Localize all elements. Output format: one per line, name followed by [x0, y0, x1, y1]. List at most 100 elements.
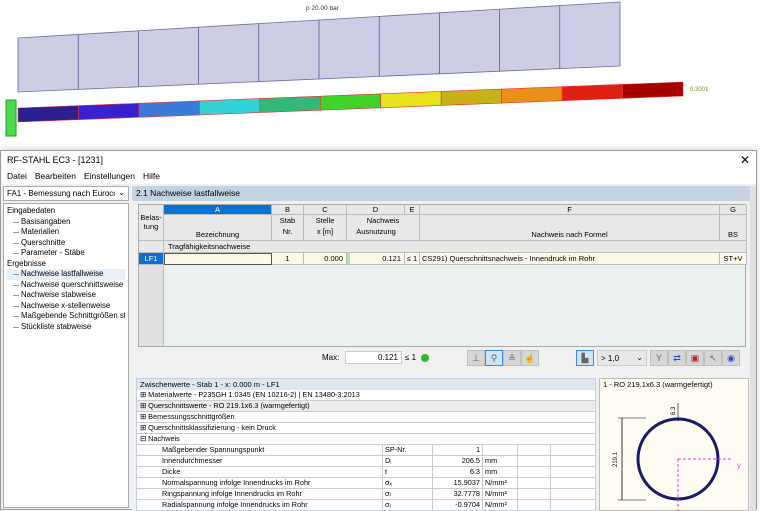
- excel-export-button[interactable]: ▣: [686, 350, 704, 366]
- row-formel[interactable]: CS291) Querschnittsnachweis - Innendruck…: [420, 253, 720, 265]
- color-scale-button[interactable]: ▙: [576, 350, 594, 366]
- nachweis-row: Dicke t 6.3 mm: [137, 467, 595, 478]
- tree-group-ergebnisse[interactable]: Ergebnisse: [7, 258, 47, 268]
- header-bezeichnung: Bezeichnung: [164, 215, 272, 241]
- scrollbar[interactable]: [750, 186, 756, 511]
- row-bs[interactable]: ST+V: [720, 253, 747, 265]
- col-letter-c[interactable]: C: [304, 205, 347, 215]
- row-bezeichnung[interactable]: [164, 253, 272, 265]
- row-unit: N/mm²: [482, 500, 517, 510]
- relations-button[interactable]: ≗: [503, 350, 521, 366]
- row-empty: [517, 489, 550, 499]
- row-e: ≤ 1: [405, 253, 420, 265]
- col-letter-f[interactable]: F: [420, 205, 720, 215]
- refresh-button[interactable]: ⇄: [668, 350, 686, 366]
- result-bar-segment: [622, 81, 684, 99]
- tree-item-nachweise-x-stellenweise[interactable]: Nachweise x-stellenweise: [7, 301, 125, 312]
- result-bar-segment: [561, 84, 623, 102]
- title-bar: RF-STAHL EC3 - [1231]: [1, 151, 756, 169]
- result-bar-segment: [440, 88, 502, 106]
- rf-stahl-window: RF-STAHL EC3 - [1231] ✕ Datei Bearbeiten E…: [0, 150, 757, 511]
- col-letter-a[interactable]: A: [164, 205, 272, 215]
- max-value: 0.121: [345, 351, 402, 364]
- tree-item-schnittgroessen[interactable]: Maßgebende Schnittgrößen sta: [7, 311, 125, 322]
- row-empty: [550, 489, 595, 499]
- row-symbol: Dᵢ: [382, 456, 432, 466]
- section-bemessungsschnittgroessen[interactable]: ⊞ Bemessungsschnittgrößen: [137, 412, 595, 423]
- row-value: 15.9037: [432, 478, 482, 488]
- row-empty: [517, 500, 550, 510]
- row-ausnutzung[interactable]: 0.121: [347, 253, 405, 265]
- max-limit: ≤ 1: [405, 353, 417, 362]
- header-ausnutzung: Ausnutzung: [356, 227, 396, 236]
- row-stelle[interactable]: 0.000: [304, 253, 347, 265]
- row-value: 6.3: [432, 467, 482, 477]
- row-empty: [517, 445, 550, 455]
- row-symbol: t: [382, 467, 432, 477]
- nachweis-row: Ringspannung infolge Innendrucks im Rohr…: [137, 489, 595, 500]
- section-nachweis[interactable]: ⊟ Nachweis: [137, 434, 595, 445]
- result-bar-segment: [199, 98, 261, 116]
- row-label: Ringspannung infolge Innendrucks im Rohr: [162, 489, 302, 498]
- row-symbol: SP-Nr.: [382, 445, 432, 455]
- summary-toolbar: Max: 0.121 ≤ 1 ⊥ ⚲ ≗ ☝ ▙ > 1,0 ⌄ Y ⇄ ▣ ↖ …: [132, 349, 750, 367]
- row-label: Normalspannung infolge Innendrucks im Ro…: [162, 478, 311, 487]
- expand-icon[interactable]: ⊞: [140, 412, 147, 421]
- view-eye-icon[interactable]: ◉: [722, 350, 740, 366]
- case-select-value: FA1 - Bemessung nach Eurocod: [7, 189, 115, 198]
- tree-item-nachweise-stabweise[interactable]: Nachweise stabweise: [7, 290, 125, 301]
- expand-icon[interactable]: ⊞: [140, 401, 147, 410]
- col-letter-d[interactable]: D: [347, 205, 405, 215]
- header-stab-1: Stab: [279, 216, 296, 225]
- navigation-tree: Eingabedaten Basisangaben Materialien Qu…: [3, 203, 129, 508]
- collapse-icon[interactable]: ⊟: [140, 434, 147, 443]
- pointer-button[interactable]: ↖: [704, 350, 722, 366]
- result-diagram-button[interactable]: ⊥: [467, 350, 485, 366]
- page-title: 2.1 Nachweise lastfallweise: [132, 186, 750, 201]
- filter-member-button[interactable]: ⚲: [485, 350, 503, 366]
- expand-icon[interactable]: ⊞: [140, 390, 147, 399]
- window-title: RF-STAHL EC3 - [1231]: [7, 155, 104, 165]
- model-viewport[interactable]: p 20.00 bar 0.3001: [0, 0, 760, 148]
- load-label: p 20.00 bar: [306, 5, 340, 12]
- header-nachweis-1: Nachweis: [366, 216, 400, 225]
- row-belastung[interactable]: LF1: [139, 253, 164, 265]
- tree-item-nachweise-querschnittsweise[interactable]: Nachweise querschnittsweise: [7, 280, 125, 291]
- tree-item-querschnitte[interactable]: Querschnitte: [7, 238, 125, 249]
- header-formel: Nachweis nach Formel: [420, 215, 720, 241]
- tree-item-stueckliste[interactable]: Stückliste stabweise: [7, 322, 125, 333]
- menu-bearbeiten[interactable]: Bearbeiten: [34, 171, 76, 181]
- tree-item-basisangaben[interactable]: Basisangaben: [7, 217, 125, 228]
- close-icon[interactable]: ✕: [739, 153, 750, 167]
- intermediate-values-title: Zwischenwerte - Stab 1 - x: 0.000 m - LF…: [137, 379, 595, 390]
- select-button[interactable]: ☝: [521, 350, 539, 366]
- tree-item-nachweise-lastfallweise[interactable]: Nachweise lastfallweise: [7, 269, 125, 280]
- col-letter-e[interactable]: E: [405, 205, 420, 215]
- expand-icon[interactable]: ⊞: [140, 423, 147, 432]
- section-klassifizierung[interactable]: ⊞ Querschnittsklassifizierung - kein Dru…: [137, 423, 595, 434]
- col-letter-g[interactable]: G: [720, 205, 747, 215]
- row-empty: [550, 445, 595, 455]
- header-stelle: Stelle x [m]: [304, 215, 347, 241]
- case-select[interactable]: FA1 - Bemessung nach Eurocod ⌄: [3, 186, 129, 201]
- tree-group-eingabedaten[interactable]: Eingabedaten: [7, 206, 56, 215]
- group-row-head: [139, 241, 164, 253]
- row-stab[interactable]: 1: [272, 253, 304, 265]
- filter-icon[interactable]: Y: [650, 350, 668, 366]
- results-table: Belas- tung A B C D E F G Bezeichnung St…: [138, 204, 747, 347]
- section-querschnittswerte[interactable]: ⊞ Querschnittswerte - RO 219.1x6.3 (warm…: [137, 401, 595, 412]
- tree-item-parameter-staebe[interactable]: Parameter - Stäbe: [7, 248, 125, 259]
- col-letter-b[interactable]: B: [272, 205, 304, 215]
- header-nachweis: Nachweis Ausnutzung: [347, 215, 420, 241]
- menu-einstellungen[interactable]: Einstellungen: [83, 171, 136, 181]
- menu-hilfe[interactable]: Hilfe: [143, 171, 161, 181]
- filter-select[interactable]: > 1,0 ⌄: [597, 350, 647, 366]
- header-bs: BS: [720, 215, 747, 241]
- section-label: Nachweis: [148, 434, 180, 443]
- menu-datei[interactable]: Datei: [7, 171, 27, 181]
- section-materialwerte[interactable]: ⊞ Materialwerte - P235GH 1.0345 (EN 1021…: [137, 390, 595, 401]
- result-bar-segment: [78, 102, 140, 120]
- row-unit: N/mm²: [482, 478, 517, 488]
- tree-item-materialien[interactable]: Materialien: [7, 227, 125, 238]
- result-bar-segment: [380, 91, 442, 109]
